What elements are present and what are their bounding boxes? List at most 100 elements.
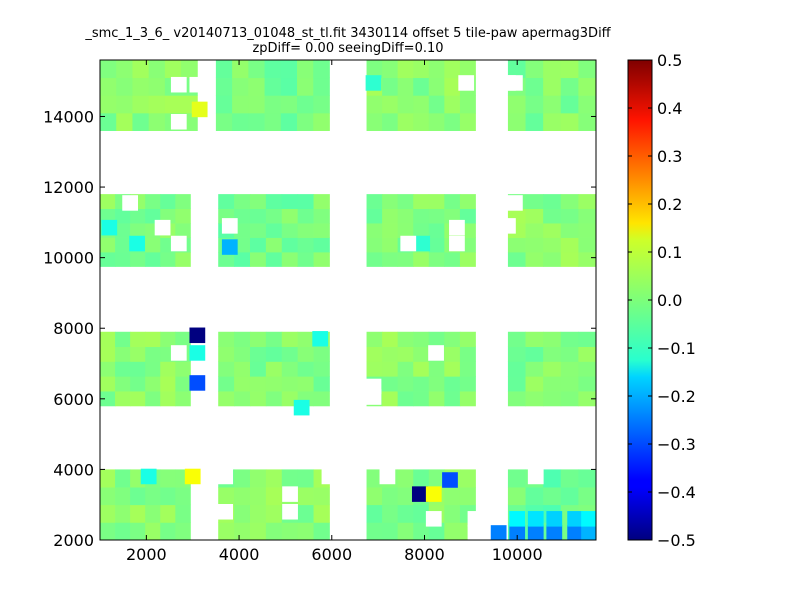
colorbar-tick-label: −0.2 <box>657 387 696 406</box>
heatmap-cell <box>249 237 267 253</box>
heatmap-cell <box>249 469 267 488</box>
heatmap-cell-outlier <box>140 468 157 485</box>
heatmap-cell <box>397 522 414 540</box>
heatmap-cell <box>100 487 116 506</box>
heatmap-cell <box>366 194 383 209</box>
heatmap-cell <box>164 95 182 114</box>
heatmap-cell <box>397 391 414 407</box>
heatmap-cell <box>560 194 579 209</box>
heatmap-cell <box>100 346 116 362</box>
heatmap-cell <box>382 95 399 114</box>
heatmap-cell <box>115 487 131 506</box>
heatmap-cell <box>313 391 330 407</box>
heatmap-cell <box>160 208 176 224</box>
heatmap-cell <box>397 95 414 114</box>
y-tick-label: 10000 <box>43 249 94 268</box>
heatmap-cell <box>248 60 265 79</box>
heatmap-cell <box>543 361 562 377</box>
colorbar-tick-label: −0.4 <box>657 483 696 502</box>
heatmap-cell-outlier <box>221 239 238 255</box>
heatmap-cell <box>560 237 579 253</box>
heatmap-cell <box>264 77 282 96</box>
heatmap-cell <box>232 112 249 131</box>
heatmap-cell <box>116 112 133 131</box>
heatmap-cell <box>313 112 330 131</box>
heatmap-cell <box>428 361 445 377</box>
heatmap-cell <box>265 504 283 523</box>
heatmap-cell <box>234 469 251 488</box>
heatmap-cell-outlier <box>567 525 584 540</box>
heatmap-cell <box>313 223 330 238</box>
heatmap-cell <box>145 208 161 224</box>
heatmap-cell <box>444 487 461 506</box>
heatmap-cell <box>525 361 544 377</box>
heatmap-cell <box>160 376 176 392</box>
heatmap-cell <box>297 208 314 224</box>
heatmap-cell <box>130 223 146 238</box>
heatmap-cell <box>525 77 544 96</box>
heatmap-cell <box>130 522 146 540</box>
heatmap-cell <box>366 252 383 267</box>
y-tick-label: 4000 <box>53 460 94 479</box>
heatmap-cell <box>297 487 314 506</box>
heatmap-cell <box>444 361 461 377</box>
heatmap-cell-empty <box>170 235 187 252</box>
colorbar-ticks: 0.5 0.4 0.3 0.2 0.1 0.0 −0.1 −0.2 −0.3 −0.4 −0.5 <box>628 51 696 550</box>
heatmap-cell-outlier <box>129 235 145 252</box>
heatmap-cell <box>578 252 596 267</box>
heatmap-cell <box>175 252 191 267</box>
heatmap-cell <box>543 77 562 96</box>
heatmap-cell <box>382 487 399 506</box>
heatmap-cell-outlier <box>546 525 563 540</box>
heatmap-cell <box>130 391 146 407</box>
heatmap-cell <box>234 346 251 362</box>
heatmap-cell <box>313 504 330 523</box>
y-tick-label: 6000 <box>53 390 94 409</box>
heatmap-cell <box>130 346 146 362</box>
x-tick-label: 6000 <box>311 545 352 564</box>
heatmap-cell-outlier <box>442 472 458 488</box>
heatmap-cell <box>145 361 161 377</box>
heatmap-cell <box>578 391 596 407</box>
heatmap-cell <box>444 60 461 79</box>
heatmap-cell <box>507 487 526 506</box>
heatmap-cell <box>560 252 579 267</box>
heatmap-cell <box>366 112 383 131</box>
heatmap-cell <box>160 361 176 377</box>
heatmap-cell-outlier <box>365 75 382 91</box>
heatmap-cell <box>459 391 476 407</box>
heatmap-cell <box>297 95 314 114</box>
heatmap-cell <box>397 376 414 392</box>
colorbar-tick-label: −0.3 <box>657 435 696 454</box>
heatmap-cell <box>397 361 414 377</box>
heatmap-cell <box>234 361 251 377</box>
heatmap-cell <box>428 208 445 224</box>
heatmap-cell <box>116 77 133 96</box>
heatmap-cell <box>444 504 461 523</box>
plot-frame <box>99 59 597 541</box>
heatmap-cell-outlier <box>509 525 526 540</box>
heatmap-cell <box>459 346 476 362</box>
heatmap-cell-empty <box>282 486 298 502</box>
heatmap-cell <box>264 112 282 131</box>
heatmap-cell <box>313 376 330 392</box>
heatmap-cell <box>507 112 526 131</box>
x-axis: 2000 4000 6000 8000 10000 <box>126 60 543 564</box>
heatmap-cell <box>507 376 526 392</box>
heatmap-cell <box>525 331 544 347</box>
heatmap-cell <box>249 223 267 238</box>
heatmap-cell <box>232 77 249 96</box>
heatmap-cell <box>560 77 579 96</box>
heatmap-cell <box>413 331 430 347</box>
heatmap-cell <box>459 469 476 488</box>
heatmap-cell <box>249 487 267 506</box>
heatmap-cell <box>218 194 235 209</box>
heatmap-cell <box>444 95 461 114</box>
heatmap-cell <box>297 376 314 392</box>
heatmap-cell <box>130 208 146 224</box>
heatmap-cell-outlier <box>411 486 428 502</box>
heatmap-cell <box>543 194 562 209</box>
heatmap-cell <box>313 194 330 209</box>
heatmap-cell <box>382 522 399 540</box>
